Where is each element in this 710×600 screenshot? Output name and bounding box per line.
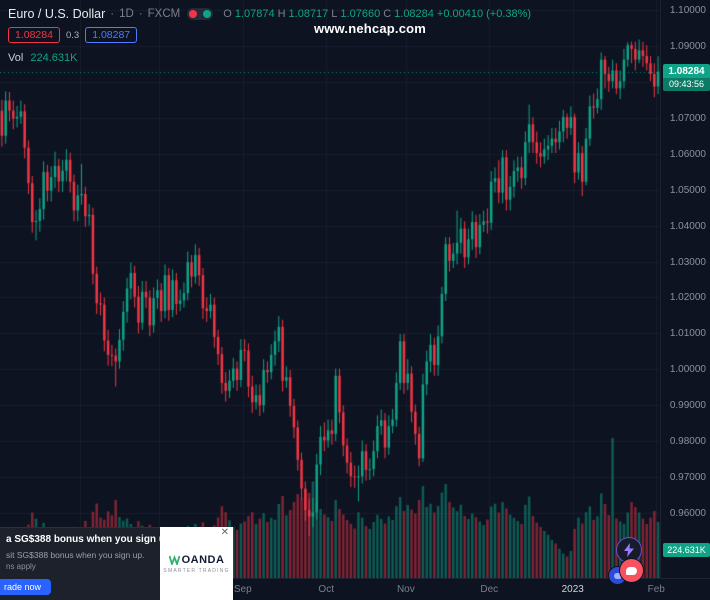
last-price-badge: 1.08284 09:43:56 — [663, 63, 710, 91]
ask-button[interactable]: 1.08287 — [85, 27, 138, 43]
exchange-label: FXCM — [147, 8, 181, 20]
high-value: 1.08717 — [288, 8, 329, 20]
ad-brand-card: ✕ OANDA SMARTER TRADING — [160, 527, 233, 600]
price-tick-label: 0.98000 — [669, 436, 706, 448]
high-label: H — [277, 8, 286, 20]
volume-value: 224.631K — [30, 52, 78, 64]
time-tick-label: Dec — [480, 584, 499, 595]
time-tick-label: 2023 — [561, 584, 584, 595]
price-tick-label: 1.02000 — [669, 292, 706, 304]
brand-name: OANDA — [181, 553, 225, 566]
chart-canvas[interactable] — [0, 0, 660, 578]
price-tick-label: 0.99000 — [669, 400, 706, 412]
separator: · — [110, 8, 115, 20]
price-tick-label: 1.00000 — [669, 364, 706, 376]
ad-banner[interactable]: a SG$388 bonus when you sign up. sit SG$… — [0, 527, 233, 600]
price-tick-label: 1.06000 — [669, 148, 706, 160]
ad-text-area: a SG$388 bonus when you sign up. sit SG$… — [0, 527, 160, 600]
oanda-logo: OANDA — [168, 553, 225, 566]
price-tick-label: 1.10000 — [669, 5, 706, 17]
lightning-icon — [624, 543, 634, 557]
reaction-blue-icon — [613, 572, 622, 579]
ohlc-readout: O 1.07874 H 1.08717 L 1.07660 C 1.08284 … — [223, 8, 531, 20]
price-tick-label: 1.01000 — [669, 328, 706, 340]
price-tick-label: 1.03000 — [669, 256, 706, 268]
price-tick-label: 0.96000 — [669, 507, 706, 519]
price-scale[interactable]: 1.08284 09:43:56 224.631K 1.10000 1.09000… — [660, 0, 710, 578]
close-value: 1.08284 — [394, 8, 434, 20]
trade-now-button[interactable]: rade now — [0, 579, 52, 595]
open-value: 1.07874 — [234, 8, 275, 20]
volume-label: Vol — [8, 52, 24, 64]
ad-terms: ns apply — [6, 561, 36, 571]
separator: · — [138, 8, 143, 20]
last-price-value: 1.08284 — [668, 65, 705, 77]
time-tick-label: Feb — [647, 584, 665, 595]
watermark: www.nehcap.com — [313, 21, 427, 36]
open-label: O — [223, 8, 232, 20]
legend: Euro / U.S. Dollar · 1D · FXCM O 1.07874… — [8, 7, 531, 64]
time-tick-label: Sep — [233, 584, 252, 595]
volume-badge: 224.631K — [663, 543, 710, 557]
interval-label[interactable]: 1D — [119, 8, 134, 20]
ad-close-button[interactable]: ✕ — [220, 527, 229, 538]
close-label: C — [383, 8, 392, 20]
red-dot-icon — [189, 10, 198, 18]
ad-headline: a SG$388 bonus when you sign up. — [6, 534, 160, 545]
reaction-red-button[interactable] — [619, 558, 644, 583]
brand-tagline: SMARTER TRADING — [163, 567, 230, 574]
spread-value: 0.3 — [65, 29, 80, 41]
low-value: 1.07660 — [340, 8, 381, 20]
time-tick-label: Oct — [318, 584, 334, 595]
price-tick-label: 1.04000 — [669, 220, 706, 232]
symbol-toggle-icon[interactable] — [187, 8, 214, 20]
reaction-red-icon — [626, 566, 637, 575]
low-label: L — [331, 8, 338, 20]
ad-subline: sit SG$388 bonus when you sign up. — [6, 549, 145, 560]
change-value: +0.00410 (+0.38%) — [436, 8, 532, 20]
oanda-mark-icon — [168, 554, 180, 565]
time-tick-label: Nov — [396, 584, 415, 595]
price-tick-label: 0.97000 — [669, 472, 706, 484]
bar-countdown: 09:43:56 — [663, 77, 710, 91]
price-tick-label: 1.07000 — [669, 112, 706, 124]
green-dot-icon — [203, 10, 212, 18]
volume-indicator-row: Vol 224.631K — [8, 52, 531, 64]
price-tick-label: 1.05000 — [669, 184, 706, 196]
price-tick-label: 1.09000 — [669, 40, 706, 52]
symbol-title[interactable]: Euro / U.S. Dollar — [8, 7, 106, 21]
chart-pane[interactable]: www.nehcap.com Euro / U.S. Dollar · 1D ·… — [0, 0, 660, 585]
bid-button[interactable]: 1.08284 — [8, 27, 60, 43]
